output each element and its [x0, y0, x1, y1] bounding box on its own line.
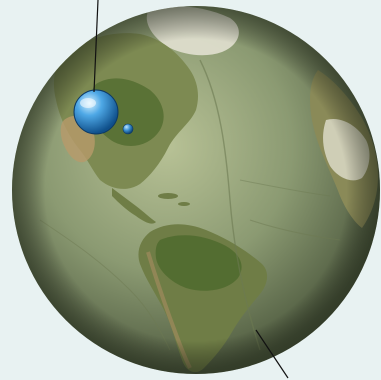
leader-lines [93, 0, 289, 379]
leader-line-bottom [255, 329, 289, 379]
fresh-water-sphere [122, 123, 134, 135]
globe [12, 6, 380, 374]
globe-rim-shadow [12, 6, 380, 374]
leader-line-top [93, 0, 99, 93]
sphere-highlight [80, 98, 96, 108]
water-spheres [73, 89, 134, 135]
total-water-sphere [73, 89, 119, 135]
